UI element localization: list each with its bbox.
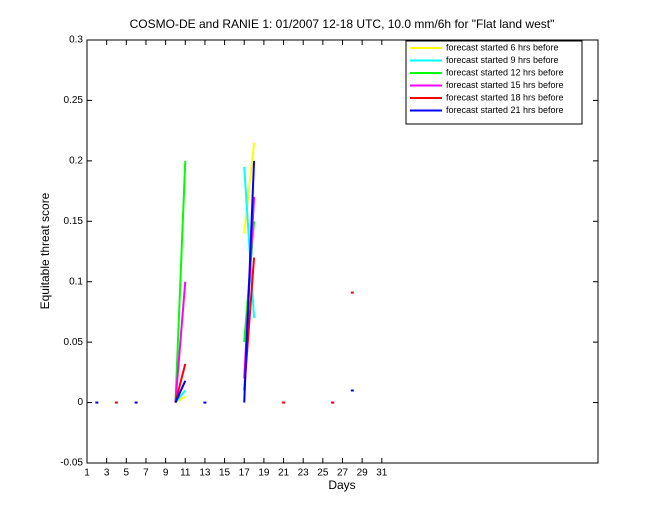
y-tick-label: -0.05: [60, 458, 83, 469]
x-tick-label: 29: [357, 468, 369, 479]
y-tick-label: 0.3: [69, 35, 83, 46]
x-tick-label: 25: [317, 468, 329, 479]
x-tick-label: 7: [143, 468, 149, 479]
y-tick-label: 0.15: [64, 216, 84, 227]
x-tick-label: 31: [376, 468, 388, 479]
x-tick-label: 27: [337, 468, 349, 479]
series-line: [174, 380, 187, 403]
x-tick-label: 1: [84, 468, 90, 479]
y-tick-label: 0.25: [64, 95, 84, 106]
x-tick-label: 9: [163, 468, 169, 479]
x-tick-label: 21: [278, 468, 290, 479]
x-tick-label: 17: [239, 468, 251, 479]
x-tick-label: 19: [258, 468, 270, 479]
series-line: [243, 160, 256, 403]
x-axis-label: Days: [328, 478, 355, 492]
x-tick-label: 13: [199, 468, 211, 479]
series-line: [243, 142, 256, 234]
y-tick-label: 0: [77, 397, 83, 408]
legend-label: forecast started 12 hrs before: [446, 67, 564, 77]
y-axis-label: Equitable threat score: [38, 192, 52, 309]
x-tick-label: 11: [180, 468, 191, 479]
y-tick-label: 0.2: [69, 155, 83, 166]
y-tick-label: 0.05: [64, 337, 84, 348]
y-tick-label: 0.1: [69, 276, 83, 287]
x-tick-label: 3: [104, 468, 110, 479]
series-line: [174, 160, 187, 403]
x-tick-label: 5: [124, 468, 130, 479]
series-line: [174, 363, 187, 403]
legend-label: forecast started 21 hrs before: [446, 105, 564, 115]
chart-title: COSMO-DE and RANIE 1: 01/2007 12-18 UTC,…: [130, 17, 555, 31]
x-tick-label: 23: [298, 468, 310, 479]
legend-label: forecast started 6 hrs before: [446, 42, 559, 52]
legend-label: forecast started 18 hrs before: [446, 92, 564, 102]
x-tick-label: 15: [219, 468, 231, 479]
legend-label: forecast started 15 hrs before: [446, 80, 564, 90]
series-line: [174, 281, 187, 403]
legend-label: forecast started 9 hrs before: [446, 55, 559, 65]
